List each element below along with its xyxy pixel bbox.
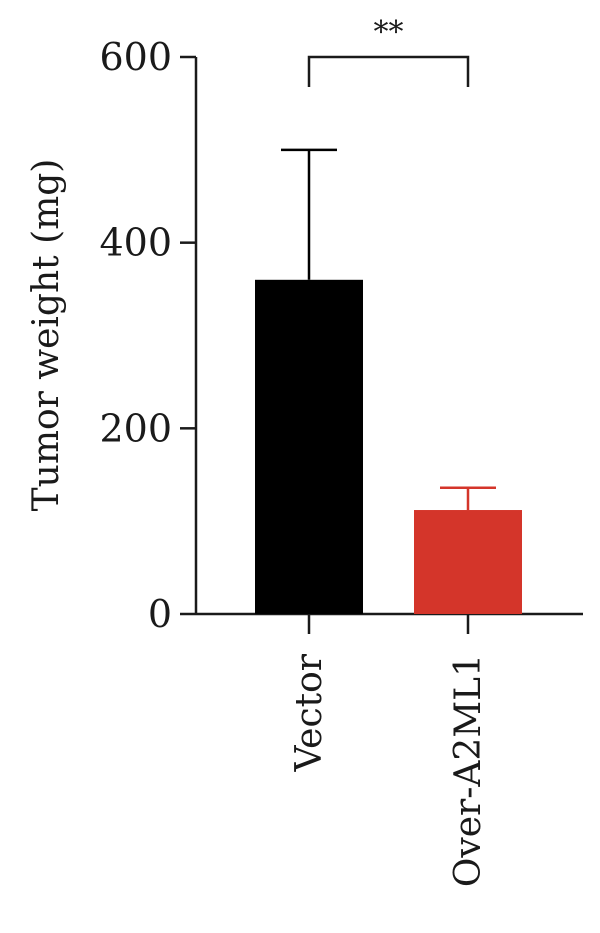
- y-axis-title: Tumor weight (mg): [26, 159, 67, 512]
- y-tick-label: 600: [99, 35, 172, 79]
- x-tick-label: Vector: [289, 653, 330, 772]
- significance-bracket: [307, 55, 470, 87]
- significance-label: **: [374, 15, 404, 50]
- x-tick-label: Over-A2ML1: [448, 654, 489, 887]
- error-bars: [281, 148, 496, 511]
- y-tick-label: 0: [148, 592, 172, 636]
- bar: [255, 279, 363, 614]
- axes: 0 200 400 600 Vector Over-A2ML1: [99, 35, 583, 887]
- y-tick-label: 400: [99, 221, 172, 265]
- significance-annotation: **: [307, 15, 470, 87]
- y-tick-label: 200: [99, 406, 172, 450]
- bars: [255, 279, 522, 614]
- bar: [414, 510, 522, 614]
